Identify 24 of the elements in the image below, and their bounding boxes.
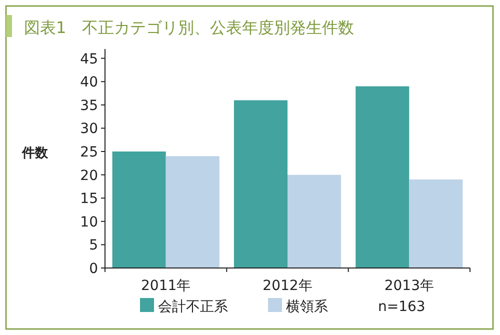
y-tick-label: 15 [80, 191, 98, 208]
x-tick-label: 2013年 [384, 278, 434, 294]
y-tick-label: 30 [80, 121, 98, 138]
y-tick-label: 25 [80, 144, 98, 161]
bar [112, 152, 166, 268]
y-axis-title: 件数 [21, 146, 49, 161]
y-tick-label: 5 [89, 238, 98, 254]
y-tick-label: 40 [80, 74, 98, 91]
bar [288, 174, 342, 268]
legend-label: 横領系 [286, 299, 328, 315]
legend-label: 会計不正系 [158, 299, 228, 315]
y-tick-label: 0 [89, 261, 98, 277]
bar [166, 156, 220, 268]
y-tick-label: 10 [80, 214, 98, 230]
bar [234, 100, 288, 268]
x-tick-label: 2011年 [141, 278, 191, 294]
x-tick-label: 2012年 [262, 278, 312, 294]
bar [409, 179, 463, 268]
y-tick-label: 35 [80, 98, 98, 114]
bar [356, 86, 410, 268]
chart-title: 図表1 不正カテゴリ別、公表年度別発生件数 [24, 18, 354, 37]
y-tick-label: 20 [80, 168, 98, 184]
text: n=163 [378, 299, 426, 315]
y-tick-label: 45 [80, 51, 98, 68]
